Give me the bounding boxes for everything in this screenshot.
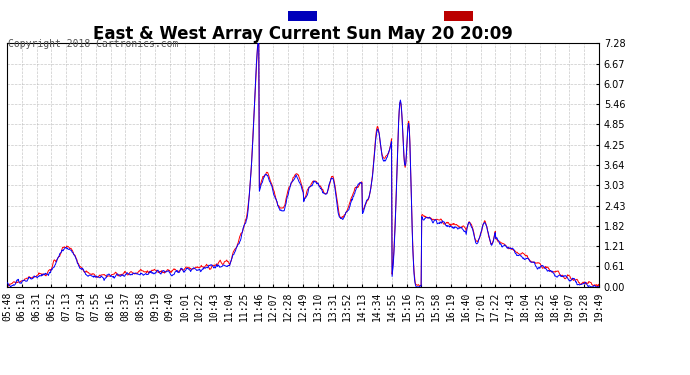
Legend: East Array  (DC Amps), West Array (DC Amps): East Array (DC Amps), West Array (DC Amp… (287, 10, 594, 22)
Text: Copyright 2018 Cartronics.com: Copyright 2018 Cartronics.com (8, 39, 179, 50)
Title: East & West Array Current Sun May 20 20:09: East & West Array Current Sun May 20 20:… (93, 25, 513, 43)
